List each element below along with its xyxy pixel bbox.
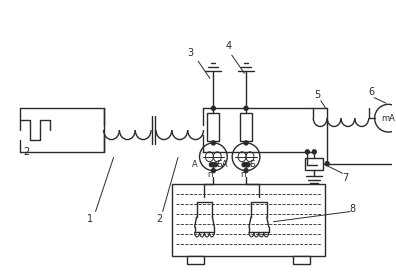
- Circle shape: [325, 162, 329, 166]
- Text: БА: БА: [216, 160, 228, 169]
- Text: 5: 5: [314, 91, 320, 100]
- Text: 3: 3: [188, 48, 194, 58]
- Text: 2: 2: [23, 147, 30, 157]
- Text: 8: 8: [349, 204, 355, 214]
- Circle shape: [232, 143, 260, 171]
- Text: п: п: [208, 170, 213, 179]
- Circle shape: [211, 169, 215, 173]
- Circle shape: [242, 163, 246, 167]
- Bar: [293, 256, 310, 264]
- Circle shape: [305, 150, 309, 154]
- Circle shape: [244, 169, 248, 173]
- Text: 6: 6: [369, 88, 375, 97]
- Circle shape: [211, 163, 215, 167]
- Circle shape: [244, 163, 248, 167]
- Circle shape: [200, 143, 227, 171]
- Circle shape: [211, 106, 215, 110]
- Circle shape: [213, 163, 217, 167]
- Text: 2: 2: [156, 214, 162, 224]
- Circle shape: [244, 106, 248, 110]
- Text: mA: mA: [381, 114, 396, 123]
- Text: п: п: [240, 170, 246, 179]
- Circle shape: [375, 104, 396, 132]
- Bar: [208, 113, 219, 141]
- Bar: [172, 184, 325, 256]
- Text: Б: Б: [249, 160, 255, 169]
- Circle shape: [209, 163, 213, 167]
- Circle shape: [246, 163, 250, 167]
- Circle shape: [244, 141, 248, 145]
- Circle shape: [211, 141, 215, 145]
- Text: 4: 4: [225, 41, 231, 51]
- Bar: [187, 256, 204, 264]
- Text: А: А: [192, 160, 198, 169]
- Text: 1: 1: [87, 214, 93, 224]
- Bar: [240, 113, 252, 141]
- Text: 7: 7: [342, 172, 348, 183]
- Bar: [305, 158, 323, 170]
- Circle shape: [312, 150, 316, 154]
